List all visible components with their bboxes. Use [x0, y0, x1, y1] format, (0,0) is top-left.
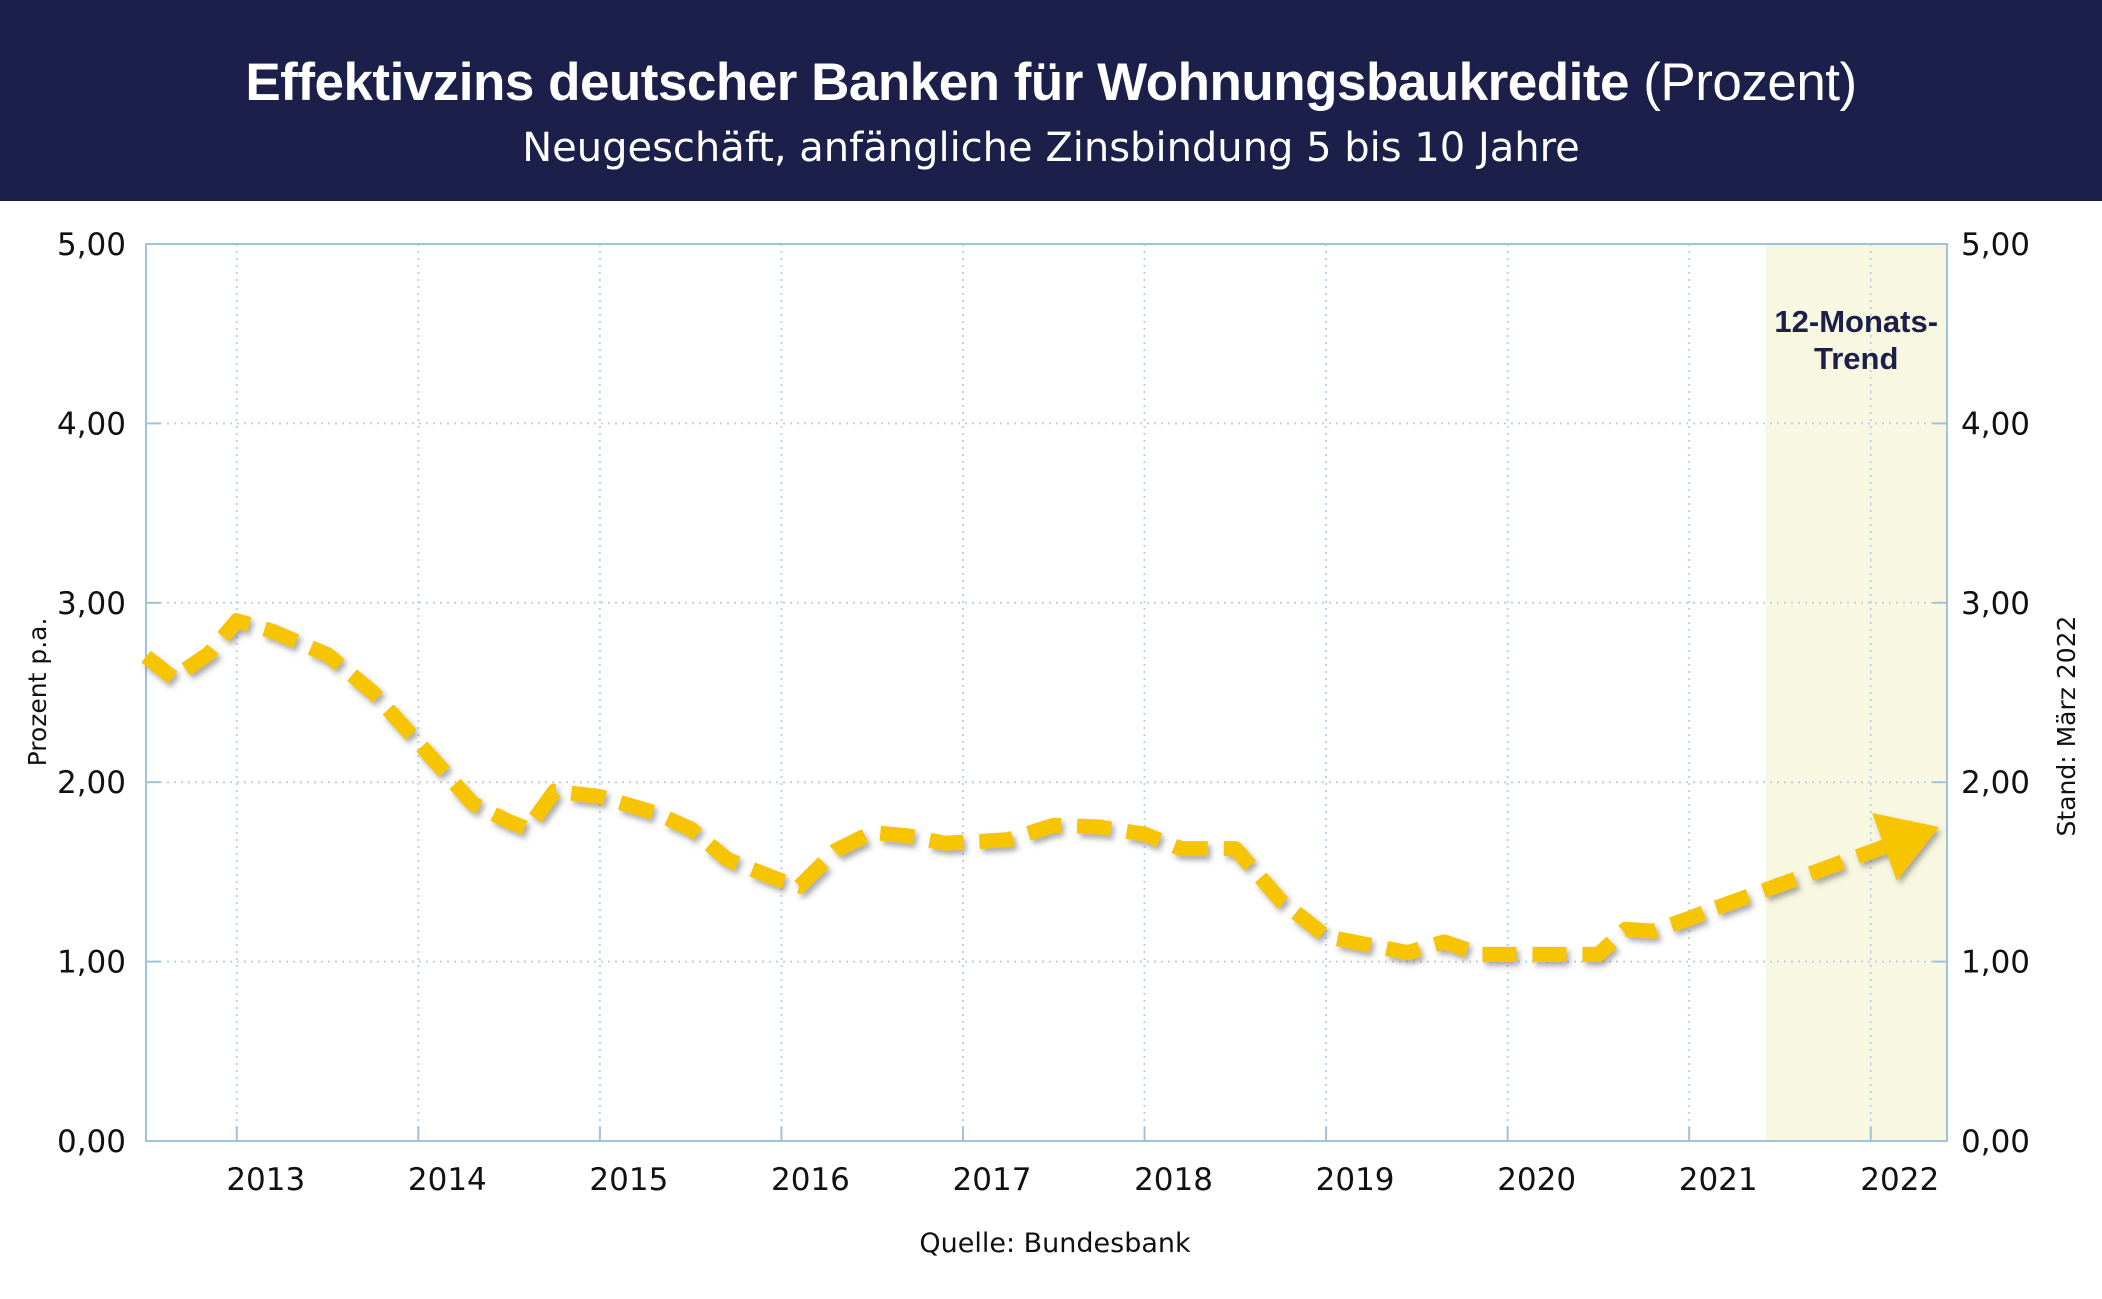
x-tick-label: 2015 [589, 1162, 668, 1198]
series-layer [141, 613, 1939, 962]
x-tick-label: 2018 [1134, 1162, 1213, 1198]
trend-arrow-shaft [1713, 839, 1888, 915]
y-tick-label-left: 4,00 [57, 406, 126, 442]
x-tick-label: 2021 [1679, 1162, 1758, 1198]
x-tick-label: 2020 [1497, 1162, 1576, 1198]
y-tick-label-right: 5,00 [1961, 227, 2030, 263]
date-stamp: Stand: März 2022 [2052, 616, 2081, 837]
x-tick-label: 2017 [953, 1162, 1032, 1198]
x-tick-label: 2014 [408, 1162, 487, 1198]
plot-frame [145, 243, 1948, 1142]
chart-subtitle: Neugeschäft, anfängliche Zinsbindung 5 b… [522, 125, 1580, 171]
trend-annotation: Trend [1814, 341, 1898, 376]
y-tick-label-right: 4,00 [1961, 406, 2030, 442]
y-tick-label-right: 3,00 [1961, 586, 2030, 622]
grid-layer [146, 244, 1947, 1141]
source-note: Quelle: Bundesbank [919, 1228, 1191, 1259]
x-tick-label: 2022 [1860, 1162, 1939, 1198]
title-unit: (Prozent) [1643, 53, 1857, 112]
x-tick-label: 2019 [1316, 1162, 1395, 1198]
x-tick-label: 2016 [771, 1162, 850, 1198]
x-tick-label: 2013 [226, 1162, 305, 1198]
y-tick-label-left: 1,00 [57, 945, 126, 981]
title-main: Effektivzins deutscher Banken für Wohnun… [245, 53, 1629, 112]
y-tick-label-left: 3,00 [57, 586, 126, 622]
y-tick-label-left: 2,00 [57, 765, 126, 801]
y-tick-label-left: 0,00 [57, 1124, 126, 1160]
trend-arrowhead [1872, 813, 1939, 881]
label-layer: 0,00 0,00 1,00 1,00 2,00 2,00 3,00 3,00 4,00 4,00… [23, 227, 2081, 1259]
y-axis-title: Prozent p.a. [23, 618, 52, 767]
y-tick-label-right: 1,00 [1961, 945, 2030, 981]
series-line [141, 613, 1720, 962]
trend-band [1765, 244, 1947, 1141]
chart-title: Effektivzins deutscher Banken für Wohnun… [0, 52, 2102, 114]
trend-band-layer [1765, 244, 1947, 1141]
axis-layer [145, 243, 1948, 1142]
y-tick-label-right: 2,00 [1961, 765, 2030, 801]
chart-header: Effektivzins deutscher Banken für Wohnun… [0, 0, 2102, 201]
line-chart: 0,00 0,00 1,00 1,00 2,00 2,00 3,00 3,00 4,00 4,00… [23, 227, 2081, 1259]
y-tick-label-right: 0,00 [1961, 1124, 2030, 1160]
trend-annotation: 12-Monats- [1774, 304, 1938, 339]
y-tick-label-left: 5,00 [57, 227, 126, 263]
